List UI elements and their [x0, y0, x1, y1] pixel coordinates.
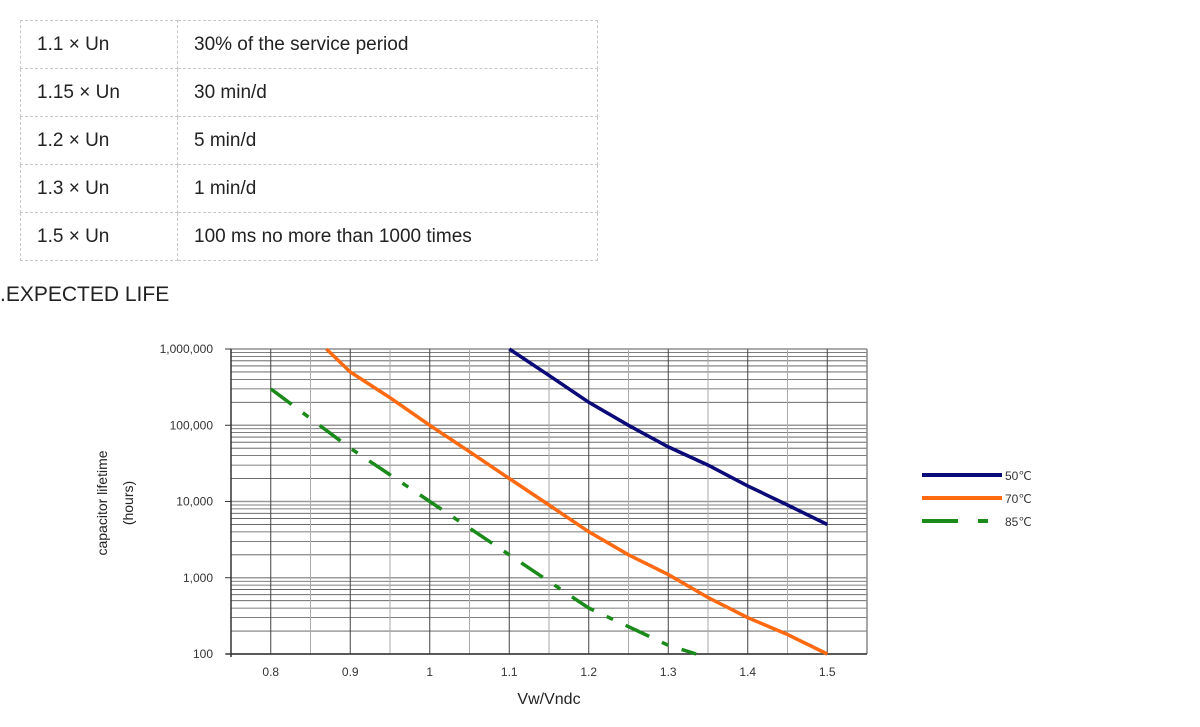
x-tick-label: 1.1: [501, 665, 518, 679]
duration-cell: 5 min/d: [177, 116, 598, 165]
series-line-0: [508, 347, 829, 527]
table-row: 1.2 × Un 5 min/d: [20, 116, 598, 165]
table-row: 1.15 × Un 30 min/d: [20, 68, 598, 117]
x-tick-label: 1.3: [660, 665, 677, 679]
y-tick-label: 1,000: [183, 571, 213, 585]
x-tick-label: 1.5: [819, 665, 836, 679]
section-heading: .EXPECTED LIFE: [0, 283, 170, 306]
voltage-cell: 1.1 × Un: [20, 20, 178, 69]
x-tick-label: 0.8: [262, 665, 279, 679]
y-axis-label: capacitor lifetime: [94, 450, 110, 555]
voltage-cell: 1.5 × Un: [20, 212, 178, 261]
voltage-cell: 1.3 × Un: [20, 164, 178, 213]
x-tick-label: 1.4: [739, 665, 756, 679]
table-row: 1.1 × Un 30% of the service period: [20, 20, 598, 69]
legend-label: 85℃: [1005, 515, 1032, 529]
y-tick-label: 100: [193, 647, 213, 661]
y-tick-label: 100,000: [170, 418, 214, 432]
y-axis-label-units: (hours): [120, 481, 136, 525]
duration-cell: 30% of the service period: [177, 20, 598, 69]
x-tick-label: 0.9: [342, 665, 359, 679]
duration-cell: 30 min/d: [177, 68, 598, 117]
duration-cell: 1 min/d: [177, 164, 598, 213]
legend-label: 70℃: [1005, 492, 1032, 506]
x-tick-label: 1: [426, 665, 433, 679]
series-line-1: [325, 347, 829, 656]
x-axis-label: Vw/Vndc: [517, 691, 580, 708]
series-line-2: [269, 387, 697, 656]
x-tick-label: 1.2: [580, 665, 597, 679]
y-tick-label: 10,000: [176, 495, 213, 509]
voltage-table: 1.1 × Un 30% of the service period 1.15 × …: [20, 20, 598, 261]
y-tick-label: 1,000,000: [160, 342, 214, 356]
table-row: 1.3 × Un 1 min/d: [20, 164, 598, 213]
duration-cell: 100 ms no more than 1000 times: [177, 212, 598, 261]
table-row: 1.5 × Un 100 ms no more than 1000 times: [20, 212, 598, 261]
legend-label: 50℃: [1005, 469, 1032, 483]
